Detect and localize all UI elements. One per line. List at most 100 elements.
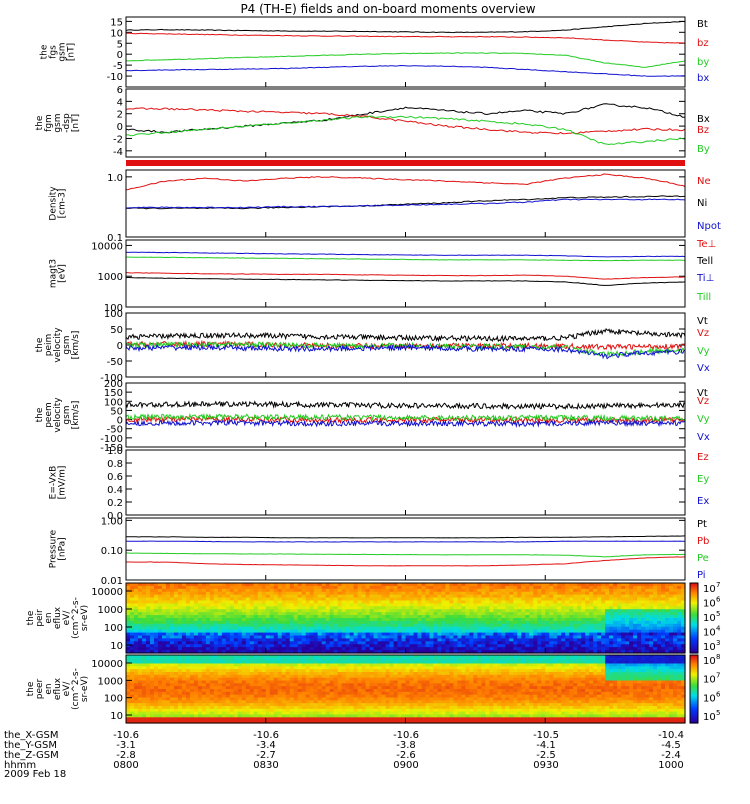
y-tick-label: 0.8: [107, 459, 123, 470]
legend-entry: Ex: [697, 496, 709, 507]
y-tick-label: -4: [113, 147, 123, 158]
series-line-1: [126, 108, 685, 134]
y-label-line: [mV/m]: [58, 466, 68, 500]
legend-entry: Ti⊥: [696, 273, 714, 284]
legend-entry: Tell: [696, 256, 713, 267]
legend-entry: By: [697, 144, 710, 155]
y-tick-label: 1.0: [107, 446, 123, 457]
colorbar-tick-exponent: 7: [716, 581, 720, 589]
legend-entry: Vx: [697, 363, 710, 374]
legend-entry: Npot: [697, 221, 721, 232]
series-line-1: [126, 557, 685, 566]
y-tick-label: 100: [104, 309, 123, 320]
legend-entry: bz: [697, 38, 709, 49]
y-tick-label: -5: [113, 61, 123, 72]
legend-entry: Pb: [697, 536, 709, 547]
y-tick-label: 0.2: [107, 498, 123, 509]
y-tick-label: 10: [110, 641, 123, 652]
y-tick-label: 5: [117, 39, 123, 50]
series-line-2: [126, 553, 685, 557]
colorbar-tick-exponent: 5: [716, 610, 720, 618]
y-label-line: [cm-3]: [58, 189, 68, 219]
legend-entry: Till: [696, 292, 711, 303]
colorbar-tick-label: 10: [703, 628, 716, 639]
legend-entry: Vy: [697, 346, 710, 357]
legend-entry: Te⊥: [696, 239, 716, 250]
y-tick-label: 10000: [91, 587, 123, 598]
legend-entry: Vy: [697, 414, 710, 425]
y-tick-label: -10: [107, 72, 123, 83]
series-line-0: [126, 536, 685, 538]
series-line-3: [126, 257, 685, 261]
y-tick-label: -50: [107, 357, 123, 368]
legend-entry: Vt: [697, 316, 708, 327]
y-tick-label: 0.4: [107, 485, 123, 496]
colorbar-tick-exponent: 6: [716, 596, 721, 604]
legend-entry: Ne: [697, 176, 711, 187]
y-tick-label: -2: [113, 134, 123, 145]
red-separator-bar: [126, 160, 685, 166]
colorbar-tick-exponent: 3: [716, 639, 720, 647]
chart-title: P4 (TH-E) fields and on-board moments ov…: [240, 2, 535, 16]
y-label-line: sr-eV): [80, 605, 90, 631]
series-line-3: [126, 420, 685, 426]
y-tick-label: 0.6: [107, 472, 123, 483]
y-tick-label: 100: [104, 623, 123, 634]
legend-entry: Pe: [697, 553, 709, 564]
series-line-2: [126, 199, 685, 208]
y-label-line: sr-eV): [80, 676, 90, 702]
y-tick-label: 1000: [98, 605, 123, 616]
colorbar-tick-label: 10: [703, 584, 716, 595]
colorbar-tick-label: 10: [703, 613, 716, 624]
series-line-0: [126, 329, 685, 341]
series-line-0: [126, 174, 685, 190]
legend-entry: Bz: [697, 125, 709, 136]
series-line-0: [126, 21, 685, 32]
series-line-2: [126, 252, 685, 257]
legend-entry: Pt: [697, 519, 707, 530]
panel-frame: [126, 518, 685, 580]
y-tick-label: 2: [117, 110, 123, 121]
panel-frame: [126, 89, 685, 157]
y-tick-label: 1.0: [107, 173, 123, 184]
y-label-line: [km/s]: [71, 331, 81, 360]
y-label-line: [eV]: [58, 264, 68, 283]
panel-frame: [126, 450, 685, 515]
y-label-line: [nPa]: [58, 537, 68, 560]
y-label-line: [nT]: [71, 114, 81, 132]
legend-entry: Ey: [697, 474, 709, 485]
y-tick-label: 1000: [98, 272, 123, 283]
y-label-line: [nT]: [67, 43, 77, 61]
legend-entry: Vz: [697, 396, 709, 407]
colorbar-tick-label: 10: [703, 642, 716, 653]
colorbar-tick-label: 10: [703, 599, 716, 610]
colorbar-tick-exponent: 4: [716, 625, 721, 633]
legend-entry: Vx: [697, 432, 710, 443]
y-tick-label: 10000: [91, 241, 123, 252]
y-tick-label: 0.10: [101, 546, 123, 557]
series-line-3: [126, 66, 685, 77]
legend-entry: by: [697, 57, 709, 68]
legend-entry: Vz: [697, 328, 709, 339]
series-line-2: [126, 116, 685, 145]
series-line-1: [126, 33, 685, 43]
y-tick-label: 6: [117, 85, 123, 96]
y-tick-label: 50: [110, 325, 123, 336]
legend-entry: Bx: [697, 114, 710, 125]
y-tick-label: 4: [117, 97, 123, 108]
y-tick-label: 0.01: [101, 576, 123, 587]
legend-entry: Ni: [697, 198, 707, 209]
legend-entry: Pi: [697, 570, 706, 581]
